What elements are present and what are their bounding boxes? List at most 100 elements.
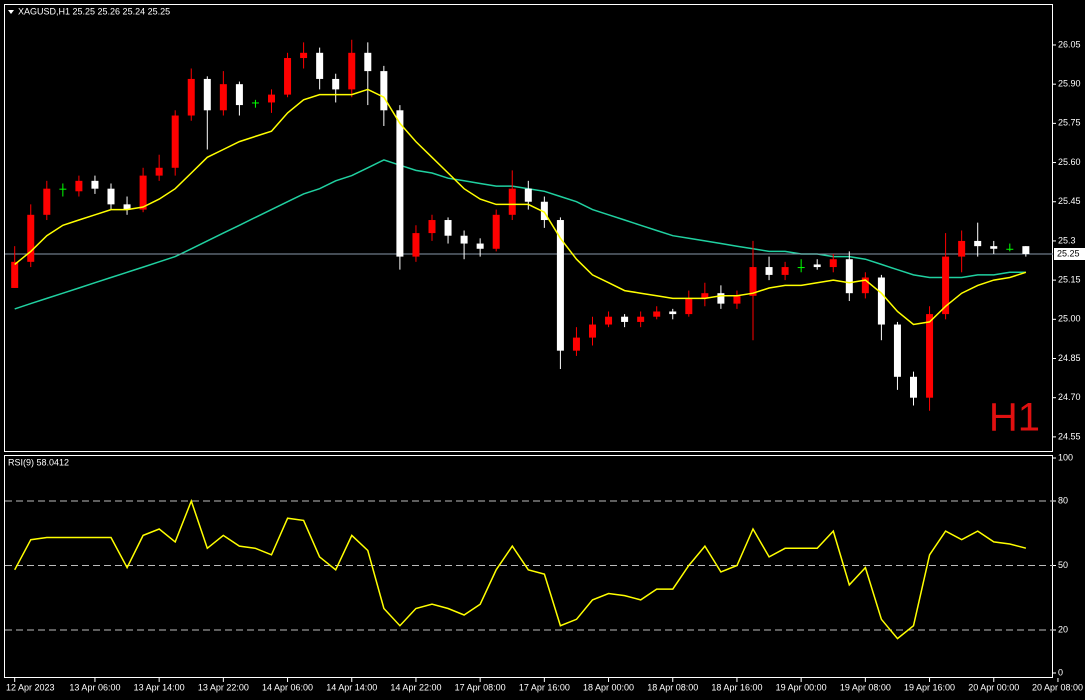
candle-body (781, 267, 789, 275)
x-tick-label: 19 Apr 08:00 (840, 682, 891, 692)
y-tick-label: 0 (1058, 667, 1063, 677)
y-tick-label: 25.3 (1058, 235, 1076, 245)
x-tick-label: 13 Apr 06:00 (69, 682, 120, 692)
candle-body (187, 78, 195, 116)
candle-body (27, 214, 35, 262)
indicator-line (14, 159, 1026, 310)
x-tick-label: 20 Apr 00:00 (968, 682, 1019, 692)
rsi-frame (4, 455, 1053, 678)
main-frame (4, 4, 1053, 452)
x-tick-label: 19 Apr 00:00 (776, 682, 827, 692)
timeframe-watermark: H1 (989, 396, 1040, 440)
candle-body (701, 293, 709, 299)
candle-body (476, 243, 484, 249)
menu-arrow[interactable] (8, 10, 14, 14)
x-tick-label: 17 Apr 16:00 (519, 682, 570, 692)
candle-body (572, 337, 580, 351)
candle-body (332, 78, 340, 90)
candle-body (396, 110, 404, 257)
candle-body (428, 220, 436, 234)
y-tick-label: 50 (1058, 560, 1068, 570)
candle-body (910, 376, 917, 398)
y-tick-label: 25.75 (1058, 118, 1081, 128)
candle-body (589, 324, 596, 338)
candle-body (316, 52, 324, 79)
y-tick-label: 24.55 (1058, 431, 1081, 441)
candle-body (765, 267, 773, 275)
candle-body (861, 277, 869, 294)
y-tick-label: 25.00 (1058, 314, 1081, 324)
y-tick-label: 80 (1058, 495, 1068, 505)
y-tick-label: 100 (1058, 452, 1073, 462)
candle-body (155, 167, 163, 176)
x-tick-label: 12 Apr 2023 (6, 682, 55, 692)
candle-body (797, 267, 805, 269)
candle-body (637, 316, 645, 322)
candle-body (380, 71, 388, 111)
last-price-box (1054, 247, 1085, 260)
candle-body (460, 235, 468, 244)
candle-body (235, 84, 243, 106)
candle-body (91, 180, 99, 189)
x-tick-label: 20 Apr 08:00 (1032, 682, 1083, 692)
x-tick-label: 14 Apr 06:00 (262, 682, 313, 692)
x-tick-label: 13 Apr 22:00 (198, 682, 249, 692)
candle-body (203, 78, 211, 111)
candle-body (733, 295, 741, 304)
y-tick-label: 26.05 (1058, 39, 1081, 49)
y-tick-label: 20 (1058, 624, 1068, 634)
candle-body (685, 298, 693, 315)
candle-body (653, 311, 661, 317)
candle-body (75, 180, 83, 192)
candle-body (412, 233, 420, 257)
candle-body (942, 256, 950, 315)
x-tick-label: 14 Apr 14:00 (326, 682, 377, 692)
candle-body (749, 267, 757, 296)
candle-body (43, 188, 51, 215)
candle-body (123, 204, 131, 210)
candle-body (444, 220, 452, 236)
candle-body (171, 115, 179, 168)
x-tick-label: 13 Apr 14:00 (134, 682, 185, 692)
candle-body (990, 246, 998, 249)
candle-body (893, 324, 901, 377)
candle-body (300, 52, 308, 59)
candle-body (251, 102, 259, 104)
candle-body (717, 293, 725, 304)
candle-body (813, 264, 821, 268)
rsi-title: RSI(9) 58.0412 (8, 457, 69, 467)
y-tick-label: 25.90 (1058, 79, 1081, 89)
candle-body (508, 188, 516, 215)
candle-body (605, 316, 613, 325)
candle-body (11, 261, 19, 288)
candle-body (107, 188, 115, 205)
x-tick-label: 18 Apr 00:00 (583, 682, 634, 692)
y-tick-label: 24.85 (1058, 353, 1081, 363)
x-tick-label: 14 Apr 22:00 (390, 682, 441, 692)
candle-body (364, 52, 372, 72)
candle-body (492, 214, 500, 249)
candle-body (926, 314, 934, 398)
x-tick-label: 18 Apr 08:00 (647, 682, 698, 692)
candle-body (219, 84, 227, 111)
candle-body (540, 201, 548, 221)
candle-body (974, 240, 982, 247)
candle-body (1006, 248, 1014, 250)
candle-body (139, 175, 147, 210)
candle-body (877, 277, 885, 325)
y-tick-label: 25.45 (1058, 196, 1081, 206)
candle-body (524, 188, 532, 202)
last-price-label: 25.25 (1057, 248, 1080, 258)
x-tick-label: 18 Apr 16:00 (711, 682, 762, 692)
candle-body (845, 259, 853, 294)
indicator-line (14, 498, 1027, 640)
candle-body (348, 52, 356, 90)
candle-body (1022, 246, 1030, 254)
y-tick-label: 25.15 (1058, 274, 1081, 284)
candle-body (268, 94, 275, 103)
indicator-line (14, 88, 1027, 326)
candle-body (669, 311, 677, 315)
x-tick-label: 19 Apr 16:00 (904, 682, 955, 692)
